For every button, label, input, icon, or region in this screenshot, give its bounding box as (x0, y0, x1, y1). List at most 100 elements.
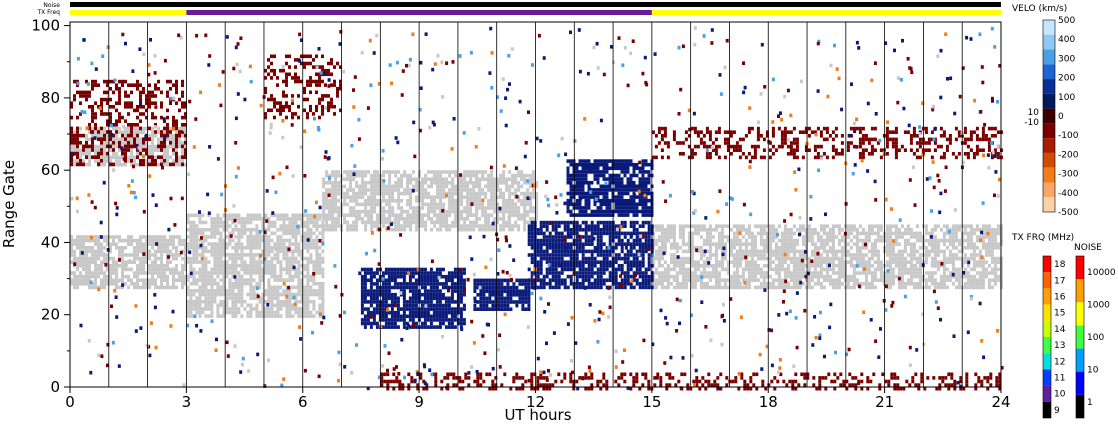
echo-cell (366, 321, 370, 326)
echo-cell (984, 242, 988, 246)
echo-cell (216, 307, 220, 311)
echo-cell (414, 271, 418, 275)
echo-cell (810, 271, 814, 275)
echo-cell (996, 256, 1000, 261)
echo-cell (406, 191, 410, 196)
echo-cell (397, 206, 401, 210)
echo-cell (423, 271, 427, 275)
echo-cell (115, 141, 118, 145)
echo-cell (169, 238, 172, 243)
echo-cell (502, 209, 506, 214)
echo-cell (363, 278, 367, 283)
echo-cell (672, 256, 676, 261)
echo-cell (693, 231, 697, 236)
echo-cell (148, 267, 151, 272)
echo-cell (186, 307, 190, 311)
echo-cell (408, 271, 412, 275)
echo-cell (178, 253, 181, 257)
echo-cell (133, 134, 136, 138)
echo-cell (454, 199, 458, 203)
echo-cell (747, 260, 751, 264)
echo-cell (387, 321, 391, 326)
echo-cell (569, 173, 573, 178)
echo-cell (201, 231, 205, 236)
echo-cell (370, 227, 374, 232)
echo-cell (178, 271, 181, 275)
echo-cell (825, 253, 829, 257)
echo-cell (459, 289, 463, 293)
echo-cell (810, 264, 814, 268)
echo-cell (198, 253, 202, 257)
echo-cell (387, 318, 391, 322)
echo-cell (702, 264, 706, 268)
echo-cell (252, 253, 256, 257)
echo-cell (503, 296, 507, 301)
echo-cell (328, 181, 332, 185)
echo-cell (825, 238, 829, 243)
echo-cell (355, 213, 359, 217)
echo-cell (804, 271, 808, 275)
echo-cell (457, 188, 461, 192)
echo-cell (195, 242, 199, 246)
echo-cell (672, 264, 676, 268)
echo-cell (285, 285, 289, 290)
echo-cell (396, 314, 400, 319)
echo-cell (276, 285, 280, 290)
echo-cell (783, 271, 787, 275)
echo-cell (448, 224, 452, 228)
echo-cell (70, 260, 73, 264)
echo-cell (566, 180, 570, 185)
echo-cell (166, 260, 169, 264)
echo-cell (255, 267, 259, 272)
echo-cell (249, 274, 253, 279)
echo-cell (76, 260, 79, 264)
echo-cell (450, 278, 454, 283)
echo-cell (337, 220, 341, 225)
echo-cell (409, 206, 413, 210)
echo-cell (894, 242, 898, 246)
echo-cell (181, 242, 184, 246)
echo-cell (786, 282, 790, 286)
echo-cell (136, 137, 139, 142)
echo-cell (264, 292, 268, 297)
echo-cell (819, 260, 823, 264)
echo-cell (942, 278, 946, 282)
echo-cell (195, 281, 199, 286)
echo-cell (885, 278, 889, 282)
echo-cell (363, 314, 367, 319)
echo-cell (261, 314, 265, 318)
echo-cell (493, 177, 497, 181)
echo-cell (228, 310, 232, 315)
echo-cell (723, 235, 727, 239)
echo-cell (321, 260, 325, 264)
echo-cell (195, 289, 199, 293)
echo-cell (816, 278, 820, 282)
echo-cell (318, 314, 322, 318)
echo-cell (768, 260, 772, 264)
echo-cell (121, 278, 124, 282)
echo-cell (575, 206, 579, 210)
echo-cell (124, 126, 127, 131)
echo-cell (121, 246, 124, 250)
echo-cell (852, 235, 856, 239)
echo-cell (485, 285, 489, 290)
echo-cell (216, 217, 220, 221)
echo-cell (352, 220, 356, 225)
echo-cell (873, 224, 877, 228)
echo-cell (85, 134, 88, 138)
echo-cell (118, 159, 121, 163)
echo-cell (219, 242, 223, 246)
echo-cell (813, 249, 817, 254)
echo-cell (343, 202, 347, 207)
echo-cell (575, 180, 579, 185)
echo-cell (448, 191, 452, 196)
echo-cell (479, 296, 483, 301)
echo-cell (927, 242, 931, 246)
echo-cell (334, 199, 338, 203)
echo-cell (888, 256, 892, 261)
echo-cell (219, 267, 223, 272)
echo-cell (460, 217, 464, 221)
echo-cell (693, 246, 697, 250)
echo-cell (288, 238, 292, 243)
echo-cell (969, 228, 973, 232)
